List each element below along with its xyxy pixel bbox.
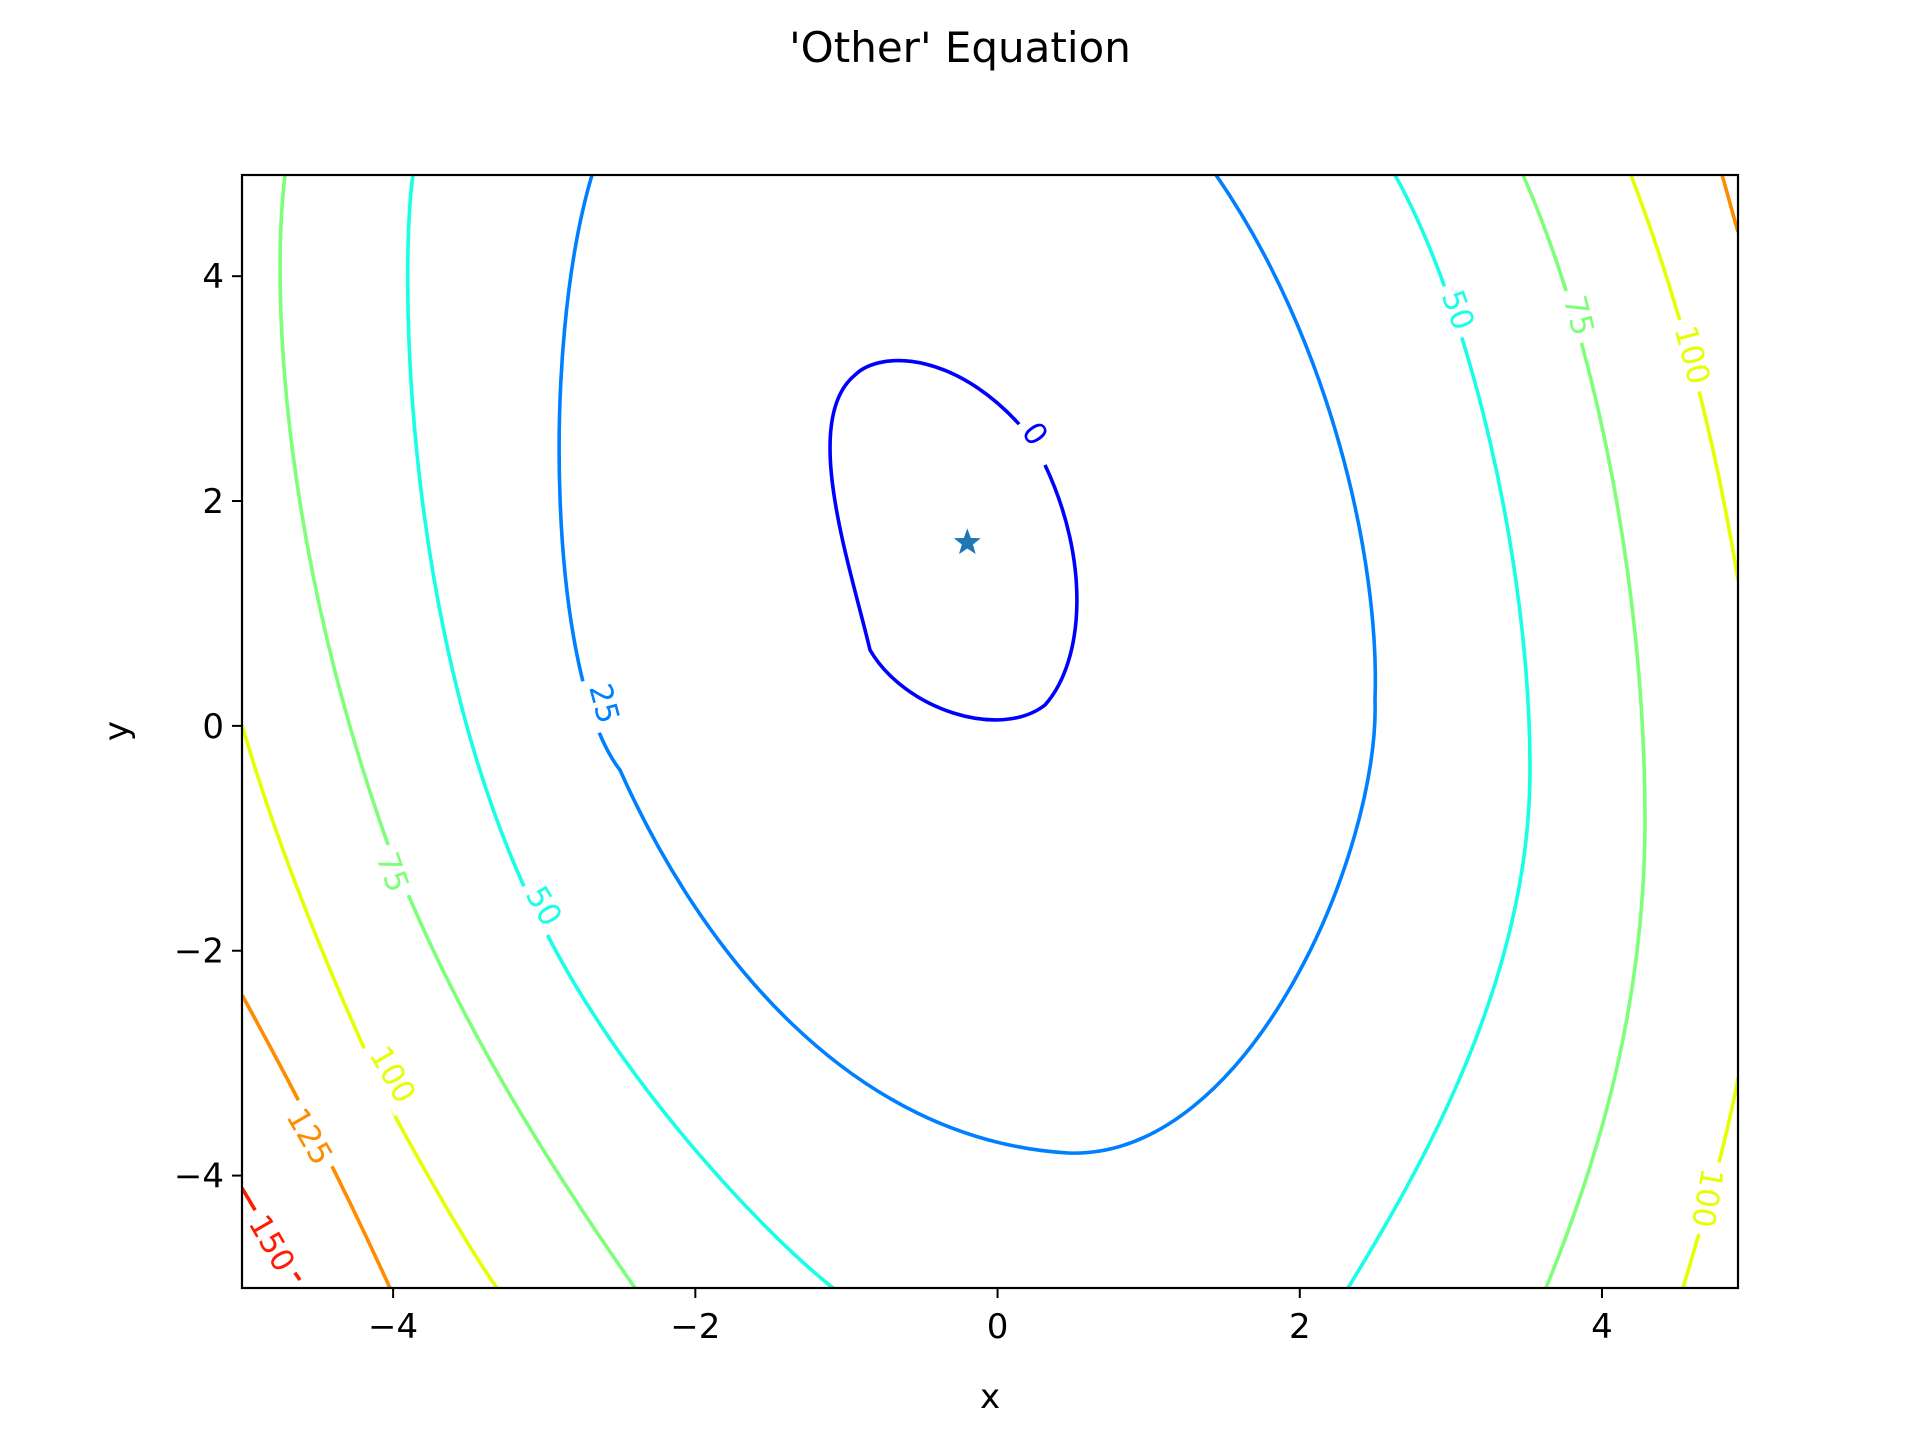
x-axis-ticks: −4 −2 0 2 4 bbox=[368, 1288, 1613, 1347]
contour-label-background bbox=[274, 1094, 346, 1179]
x-tick-label: 0 bbox=[987, 1307, 1009, 1347]
axes-frame bbox=[240, 173, 1740, 1290]
contour-label-background bbox=[1681, 1158, 1734, 1238]
contour-line-50-left bbox=[405, 175, 835, 1288]
contour-label-background bbox=[578, 672, 631, 735]
minimum-star-marker bbox=[953, 528, 981, 555]
contour-line-125-right bbox=[1720, 175, 1738, 233]
y-tick-label: 4 bbox=[202, 257, 224, 297]
y-axis-label: y bbox=[97, 721, 137, 741]
x-axis-label: x bbox=[980, 1377, 1000, 1417]
contour-line-75-left bbox=[278, 175, 637, 1288]
contour-label-background bbox=[513, 872, 576, 940]
x-tick-label: 2 bbox=[1289, 1307, 1311, 1347]
contour-label-background bbox=[1430, 277, 1487, 343]
y-tick-label: −4 bbox=[174, 1157, 224, 1197]
y-tick-label: 2 bbox=[202, 482, 224, 522]
contour-label-background bbox=[365, 839, 422, 905]
contour-line-75-right bbox=[1521, 175, 1647, 1288]
y-axis-ticks: −4 −2 0 2 4 bbox=[174, 257, 242, 1197]
chart-title: 'Other' Equation bbox=[789, 23, 1131, 72]
contour-line-25 bbox=[557, 175, 1378, 1155]
x-tick-label: −4 bbox=[368, 1307, 418, 1347]
contour-label-background bbox=[236, 1200, 309, 1286]
x-tick-label: −2 bbox=[670, 1307, 720, 1347]
y-tick-label: −2 bbox=[174, 932, 224, 972]
x-tick-label: 4 bbox=[1591, 1307, 1613, 1347]
contour-label-background bbox=[1663, 313, 1722, 396]
contour-line-0 bbox=[828, 358, 1079, 722]
contour-label-background bbox=[1009, 408, 1062, 459]
contour-label-background bbox=[357, 1032, 429, 1117]
y-tick-label: 0 bbox=[202, 707, 224, 747]
contour-label-background bbox=[1553, 284, 1606, 347]
marker-layer bbox=[953, 528, 981, 555]
contour-line-100-right-top bbox=[1629, 175, 1738, 581]
